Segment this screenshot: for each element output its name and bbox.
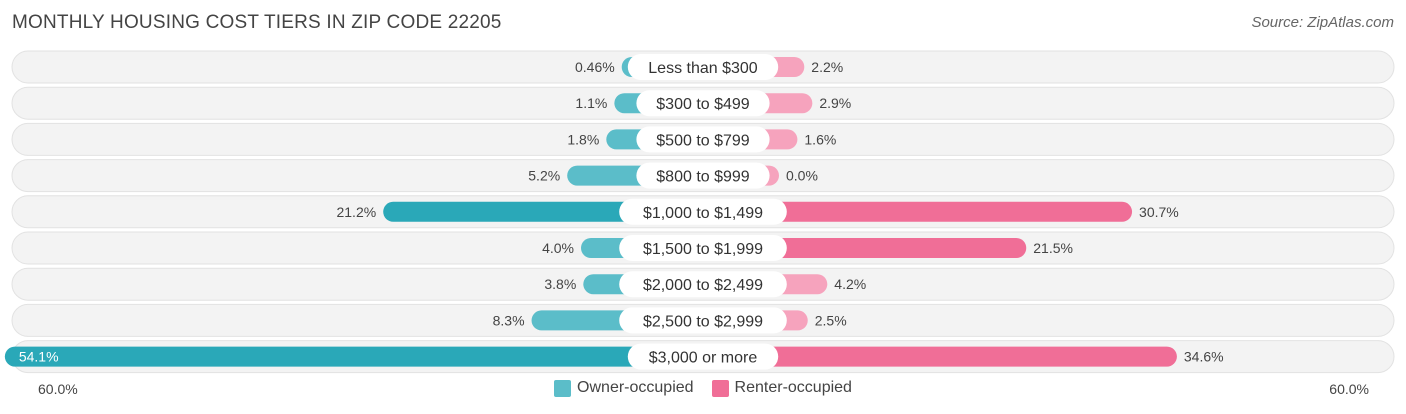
category-pill-2 (636, 126, 770, 153)
bar-owner-8 (4, 346, 704, 367)
value-label-owner-4: 21.2% (336, 204, 376, 220)
value-label-owner-5: 4.0% (542, 240, 574, 256)
category-pill-1 (636, 90, 770, 117)
legend: Owner-occupied Renter-occupied (0, 379, 1406, 397)
category-pill-5 (619, 235, 787, 261)
value-label-renter-3: 0.0% (786, 168, 818, 184)
value-label-renter-8: 34.6% (1184, 349, 1224, 365)
category-label-5: $1,500 to $1,999 (643, 241, 763, 258)
value-label-renter-1: 2.9% (819, 95, 851, 111)
legend-label-owner: Owner-occupied (577, 379, 694, 396)
category-label-1: $300 to $499 (656, 96, 750, 113)
legend-item-renter[interactable]: Renter-occupied (711, 379, 852, 397)
category-pill-8 (627, 343, 779, 370)
value-label-renter-4: 30.7% (1139, 204, 1179, 220)
value-label-renter-5: 21.5% (1033, 240, 1073, 256)
category-pill-6 (619, 271, 787, 298)
legend-label-renter: Renter-occupied (734, 379, 852, 396)
value-label-owner-1: 1.1% (575, 95, 607, 111)
value-label-renter-6: 4.2% (834, 276, 866, 292)
axis-label-left: 60.0% (38, 381, 78, 397)
category-pill-0 (627, 54, 779, 80)
value-label-renter-7: 2.5% (815, 312, 847, 328)
category-label-2: $500 to $799 (656, 132, 750, 149)
category-label-7: $2,500 to $2,999 (643, 313, 763, 330)
bar-renter-8 (703, 346, 1177, 367)
category-label-0: Less than $300 (648, 60, 758, 77)
category-pill-4 (619, 198, 787, 225)
category-label-8: $3,000 or more (649, 350, 758, 367)
category-pill-7 (619, 307, 787, 334)
category-pill-3 (636, 162, 770, 189)
value-label-owner-7: 8.3% (493, 312, 525, 328)
value-label-owner-6: 3.8% (544, 276, 576, 292)
value-label-owner-0: 0.46% (575, 59, 615, 75)
category-label-6: $2,000 to $2,499 (643, 277, 763, 294)
category-label-3: $800 to $999 (656, 169, 750, 186)
value-label-renter-0: 2.2% (811, 59, 843, 75)
value-label-renter-2: 1.6% (804, 131, 836, 147)
chart-source: Source: ZipAtlas.com (1251, 14, 1394, 31)
legend-swatch-owner (554, 379, 572, 397)
category-label-4: $1,000 to $1,499 (643, 205, 763, 222)
value-label-owner-8: 54.1% (19, 349, 59, 365)
value-label-owner-2: 1.8% (567, 131, 599, 147)
value-label-owner-3: 5.2% (528, 168, 560, 184)
chart-title: MONTHLY HOUSING COST TIERS IN ZIP CODE 2… (12, 12, 502, 33)
axis-label-right: 60.0% (1329, 381, 1369, 397)
bar-renter-4 (703, 201, 1133, 222)
legend-swatch-renter (711, 379, 729, 397)
legend-item-owner[interactable]: Owner-occupied (554, 379, 694, 397)
